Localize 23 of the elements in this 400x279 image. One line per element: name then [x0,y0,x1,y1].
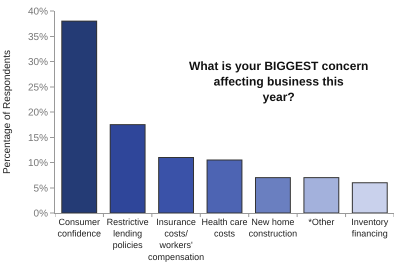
y-tick-label: 0% [34,208,48,220]
bar [254,177,291,213]
y-tick-label: 40% [28,6,48,18]
bar [158,156,194,213]
y-tick-label: 10% [28,158,48,169]
y-tick-label: 30% [28,57,48,68]
y-tick-label: 20% [28,108,48,118]
y-tick-label: 25% [28,82,48,94]
y-axis-title: Percentage of Respondents [2,50,13,174]
x-tick-label: Consumer confidence [57,216,101,238]
x-tick-label: Inventory financing [351,216,389,238]
bar [61,20,98,213]
x-tick-label: Health care costs [201,216,248,238]
bar [206,159,242,213]
bar [303,177,340,213]
x-tick-label: *Other [308,216,334,227]
text: What is your BIGGEST concern affecting business this year? [189,59,368,104]
bar [110,124,146,213]
y-tick-label: 35% [28,32,48,43]
y-tick-label: 15% [28,132,48,144]
y-tick-label: 5% [34,183,48,194]
bar [352,182,388,213]
x-tick-label: New home construction [248,216,298,238]
